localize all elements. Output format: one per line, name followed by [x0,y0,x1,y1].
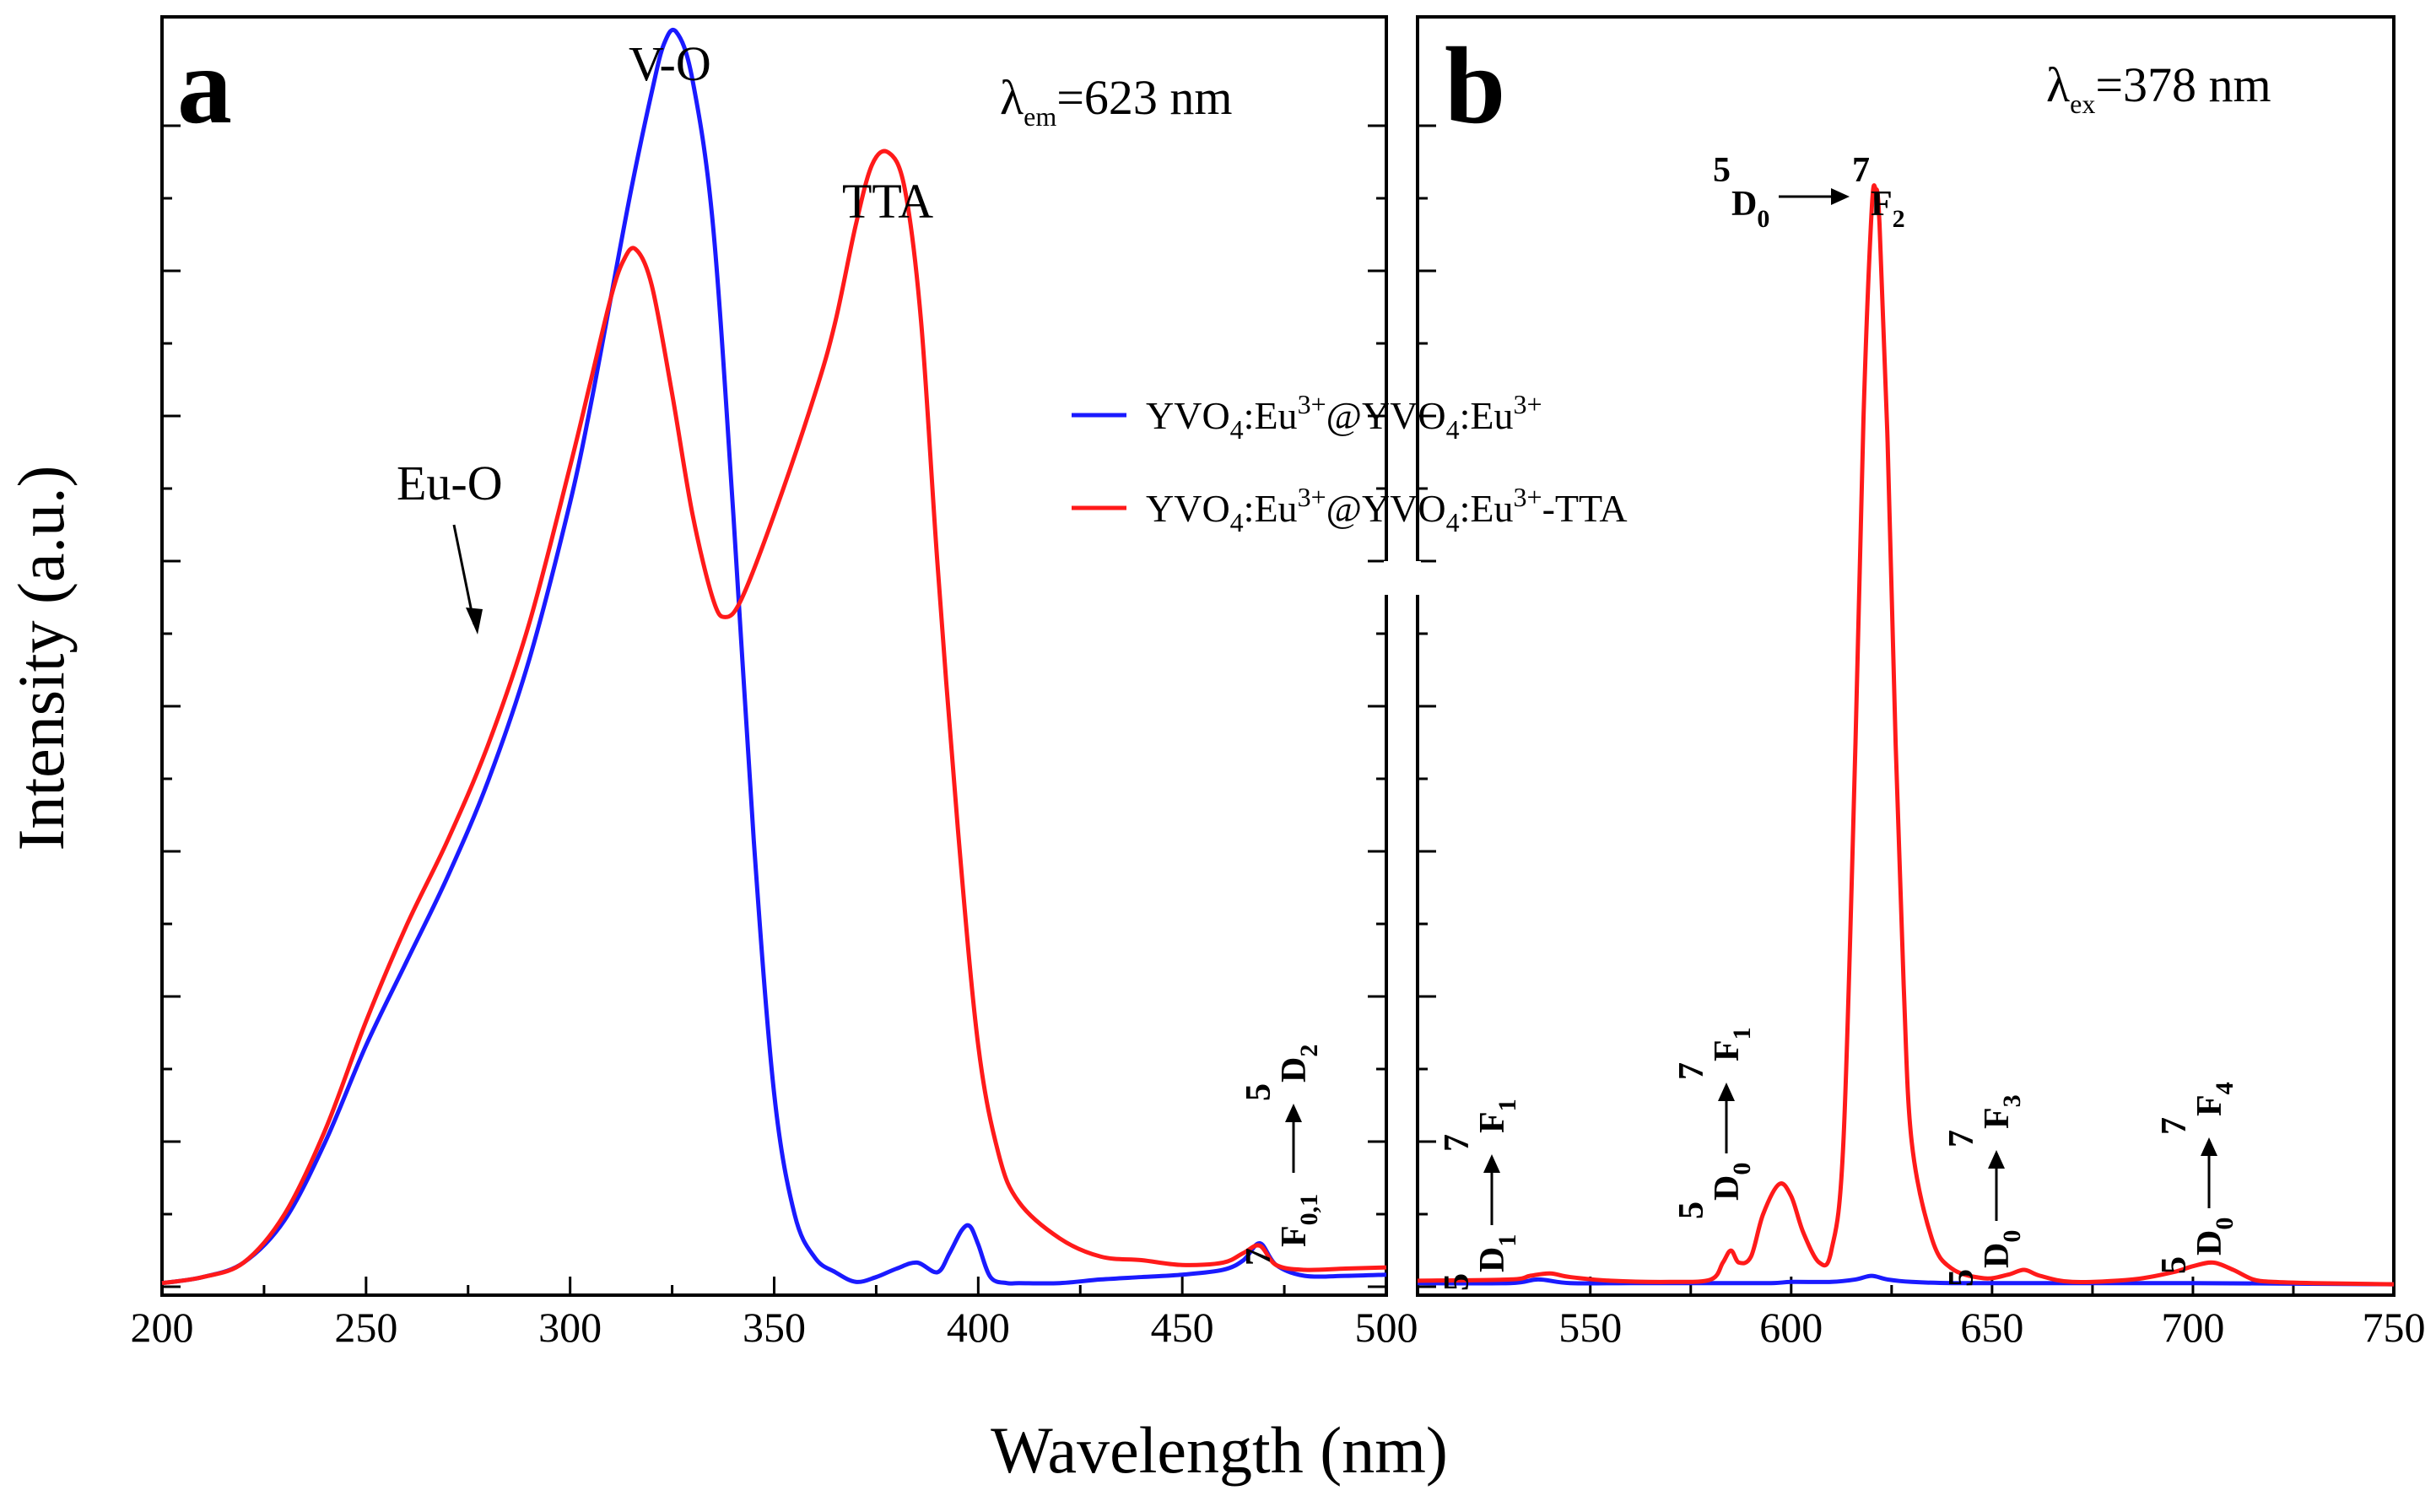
transition-d1-f1: 5 D1 7 F1 [1438,1099,1521,1291]
svg-text:F0,1: F0,1 [1275,1194,1323,1247]
x-tick-label-400: 400 [947,1304,1010,1351]
x-tick-label-200: 200 [131,1304,194,1351]
svg-text:5: 5 [1942,1269,1981,1287]
x-tick-label-300: 300 [538,1304,602,1351]
x-tick-label-250: 250 [334,1304,397,1351]
svg-text:D2: D2 [1275,1045,1323,1083]
panel-b-ticks: 550 600 650 700 750 [1558,1277,2426,1351]
transition-d0-f2: 5 D0 7 F2 [1713,151,1905,233]
panel-b-series [1417,183,2395,1287]
svg-text:F3: F3 [1978,1094,2026,1129]
legend-label-1: YVO4:Eu3+@YVO4:Eu3+-TTA [1146,482,1628,537]
svg-text:D0: D0 [1978,1230,2026,1268]
series-line-blue [1417,1273,2395,1287]
x-tick-label-600: 600 [1759,1304,1823,1351]
svg-text:D0: D0 [1708,1163,1756,1201]
y-axis-label: Intensity (a.u.) [4,465,78,850]
svg-text:5: 5 [1240,1083,1278,1101]
panel-a-letter: a [177,25,232,147]
legend: YVO4:Eu3+@YVO4:Eu3+ YVO4:Eu3+@YVO4:Eu3+-… [1072,389,1628,537]
x-tick-label-500: 500 [1355,1304,1418,1351]
series-line-red [161,148,1387,1286]
svg-text:7: 7 [1852,151,1870,190]
svg-text:5: 5 [1672,1202,1711,1219]
transition-d0-f4: 5 D0 7 F4 [2155,1082,2239,1274]
svg-text:F2: F2 [1871,185,1905,233]
svg-text:5: 5 [1713,151,1731,190]
panel-b-lambda-annotation: λex=378 nm [2046,57,2271,119]
x-tick-label-700: 700 [2161,1304,2224,1351]
svg-text:F4: F4 [2190,1082,2239,1116]
svg-text:D1: D1 [1473,1234,1521,1272]
legend-entry-1: YVO4:Eu3+@YVO4:Eu3+-TTA [1072,482,1628,537]
peak-label-vo: V-O [629,36,711,91]
panel-a-series [161,27,1387,1286]
svg-text:7: 7 [1942,1130,1981,1148]
panel-b-letter: b [1445,25,1505,147]
euo-arrow-head [466,608,483,634]
series-line-blue [161,27,1387,1286]
legend-mask [1384,561,1421,595]
svg-text:7: 7 [1240,1248,1278,1266]
svg-text:7: 7 [1672,1062,1711,1080]
x-tick-label-650: 650 [1960,1304,2023,1351]
x-tick-label-450: 450 [1151,1304,1214,1351]
legend-label-0: YVO4:Eu3+@YVO4:Eu3+ [1146,389,1542,445]
euo-arrow [452,524,476,625]
svg-text:D0: D0 [1731,185,1769,233]
svg-text:5: 5 [2155,1256,2194,1274]
x-axis-label: Wavelength (nm) [991,1413,1448,1487]
x-tick-label-350: 350 [743,1304,806,1351]
x-tick-label-750: 750 [2363,1304,2426,1351]
svg-text:F1: F1 [1473,1099,1521,1133]
legend-entry-0: YVO4:Eu3+@YVO4:Eu3+ [1072,389,1542,445]
peak-label-tta: TTA [842,174,933,229]
svg-text:5: 5 [1438,1273,1477,1291]
svg-text:7: 7 [1438,1134,1477,1152]
panel-a-lambda-annotation: λem=623 nm [1000,70,1233,132]
series-line-red [1417,183,2395,1287]
panel-b-frame [1416,15,2395,1297]
y-axis-ticks [162,124,1436,1288]
x-tick-label-550: 550 [1558,1304,1622,1351]
transition-f01-d2: 7 F0,1 5 D2 [1240,1045,1323,1266]
transition-d0-f3: 5 D0 7 F3 [1942,1094,2026,1287]
panel-a-ticks: 200 250 300 350 400 450 500 [131,1277,1418,1351]
peak-label-euo: Eu-O [397,456,503,510]
svg-text:F1: F1 [1708,1027,1756,1061]
transition-d0-f1: 5 D0 7 F1 [1672,1027,1756,1219]
svg-text:D0: D0 [2190,1218,2239,1256]
svg-text:7: 7 [2155,1117,2194,1135]
